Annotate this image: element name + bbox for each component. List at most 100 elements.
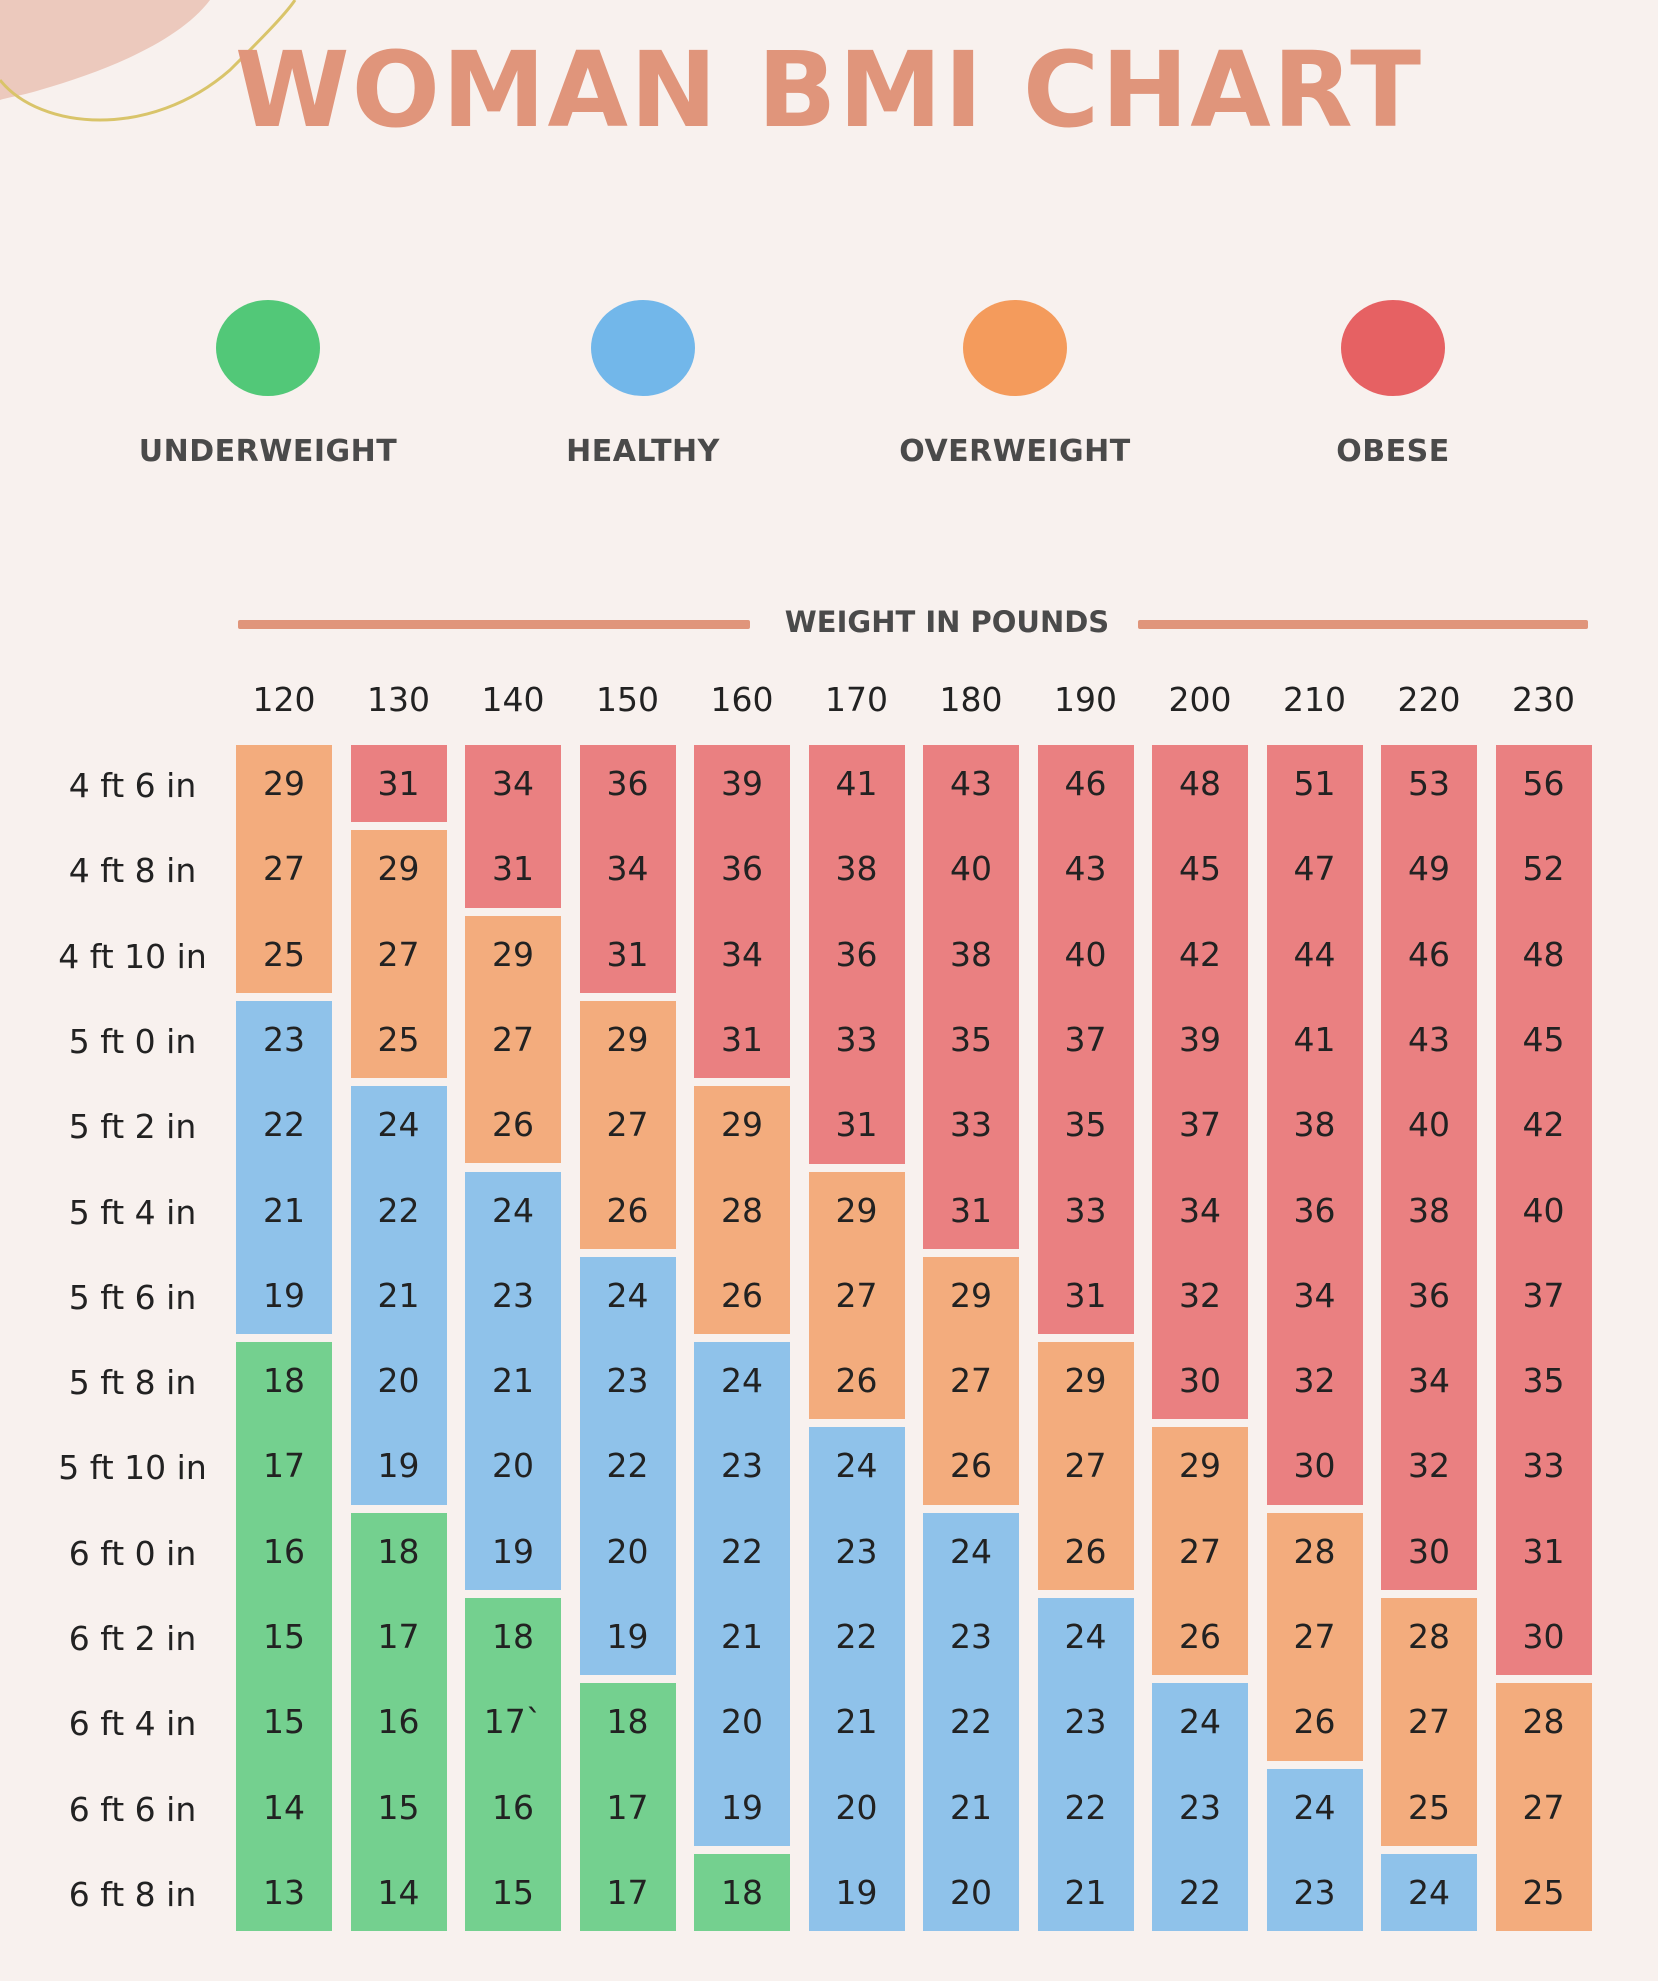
bmi-value: 26 bbox=[1293, 1702, 1336, 1742]
bmi-value: 53 bbox=[1408, 764, 1450, 803]
bmi-value: 28 bbox=[721, 1190, 763, 1230]
bmi-value: 40 bbox=[1522, 1190, 1565, 1230]
bmi-value: 48 bbox=[1179, 764, 1221, 803]
bmi-value: 22 bbox=[950, 1702, 992, 1742]
bmi-value: 27 bbox=[377, 934, 420, 974]
bmi-block-overweight bbox=[579, 1000, 676, 1249]
bmi-value: 34 bbox=[606, 849, 649, 889]
legend-label: OVERWEIGHT bbox=[899, 434, 1131, 469]
bmi-value: 43 bbox=[1408, 1019, 1450, 1059]
bmi-value: 46 bbox=[1064, 764, 1107, 803]
height-label: 5 ft 4 in bbox=[68, 1192, 197, 1232]
bmi-value: 17 bbox=[377, 1617, 420, 1656]
bmi-value: 21 bbox=[721, 1617, 763, 1656]
weight-header: 190 bbox=[1054, 680, 1117, 719]
bmi-value: 46 bbox=[1408, 934, 1450, 974]
legend-item-underweight: UNDERWEIGHT bbox=[118, 300, 418, 469]
bmi-value: 23 bbox=[492, 1275, 534, 1315]
bmi-value: 29 bbox=[377, 849, 420, 889]
bmi-value: 15 bbox=[263, 1617, 305, 1656]
bmi-value: 29 bbox=[835, 1190, 878, 1230]
weight-header: 120 bbox=[252, 680, 316, 719]
bmi-value: 37 bbox=[1179, 1105, 1221, 1145]
height-label: 6 ft 0 in bbox=[68, 1533, 197, 1573]
bmi-value: 18 bbox=[492, 1617, 534, 1656]
axis-line-left bbox=[238, 620, 750, 629]
bmi-value: 25 bbox=[1408, 1787, 1450, 1827]
page-title: WOMAN BMI CHART bbox=[234, 29, 1424, 151]
height-label: 4 ft 8 in bbox=[68, 851, 197, 891]
bmi-value: 31 bbox=[1064, 1275, 1107, 1315]
bmi-block-obese bbox=[465, 745, 561, 908]
bmi-block-obese bbox=[1037, 745, 1134, 1335]
height-label: 5 ft 8 in bbox=[68, 1363, 197, 1403]
bmi-value: 21 bbox=[835, 1702, 878, 1742]
height-label: 5 ft 10 in bbox=[58, 1448, 207, 1488]
bmi-value: 27 bbox=[492, 1019, 534, 1059]
bmi-value: 35 bbox=[1064, 1105, 1107, 1145]
bmi-block-underweight bbox=[236, 1342, 332, 1932]
bmi-block-healthy bbox=[465, 1171, 561, 1590]
axis-title: WEIGHT IN POUNDS bbox=[784, 605, 1110, 639]
bmi-value: 36 bbox=[1408, 1275, 1450, 1315]
bmi-value: 29 bbox=[721, 1105, 763, 1145]
bmi-value: 19 bbox=[377, 1446, 420, 1486]
bmi-value: 29 bbox=[1179, 1446, 1221, 1486]
bmi-value: 29 bbox=[263, 764, 305, 803]
bmi-value: 15 bbox=[492, 1872, 534, 1912]
bmi-value: 18 bbox=[377, 1531, 420, 1571]
legend-dot-obese bbox=[1341, 300, 1445, 396]
bmi-block-underweight bbox=[465, 1598, 561, 1932]
bmi-value: 21 bbox=[950, 1787, 992, 1827]
bmi-value: 26 bbox=[606, 1190, 649, 1230]
bmi-value: 16 bbox=[492, 1787, 534, 1827]
bmi-value: 18 bbox=[721, 1872, 763, 1912]
bmi-value: 40 bbox=[1408, 1105, 1450, 1145]
height-label: 4 ft 6 in bbox=[68, 766, 197, 805]
bmi-value: 26 bbox=[721, 1275, 763, 1315]
bmi-value: 27 bbox=[1064, 1446, 1107, 1486]
bmi-value: 31 bbox=[492, 849, 534, 889]
bmi-value: 17 bbox=[606, 1872, 649, 1912]
bmi-value: 22 bbox=[263, 1105, 305, 1145]
bmi-value: 52 bbox=[1522, 849, 1565, 889]
bmi-value: 31 bbox=[835, 1105, 878, 1145]
bmi-block-overweight bbox=[236, 745, 332, 993]
bmi-value: 32 bbox=[1293, 1361, 1336, 1401]
bmi-value: 27 bbox=[606, 1105, 649, 1145]
bmi-value: 19 bbox=[835, 1872, 878, 1912]
bmi-block-overweight bbox=[1152, 1427, 1248, 1676]
bmi-value: 31 bbox=[950, 1190, 992, 1230]
bmi-value: 35 bbox=[950, 1019, 992, 1059]
bmi-value: 33 bbox=[1064, 1190, 1107, 1230]
bmi-value: 36 bbox=[1293, 1190, 1336, 1230]
bmi-value: 38 bbox=[835, 849, 878, 889]
bmi-value: 51 bbox=[1293, 764, 1336, 803]
height-label: 6 ft 2 in bbox=[68, 1619, 197, 1658]
bmi-value: 45 bbox=[1522, 1019, 1565, 1059]
bmi-value: 32 bbox=[1408, 1446, 1450, 1486]
legend-dot-underweight bbox=[216, 300, 320, 396]
bmi-value: 23 bbox=[606, 1361, 649, 1401]
bmi-value: 43 bbox=[950, 764, 992, 803]
bmi-block-overweight bbox=[808, 1171, 905, 1420]
bmi-value: 25 bbox=[377, 1019, 420, 1059]
bmi-value: 16 bbox=[377, 1702, 420, 1742]
bmi-value: 17 bbox=[263, 1446, 305, 1486]
bmi-value: 23 bbox=[950, 1617, 992, 1656]
bmi-block-obese bbox=[1266, 745, 1363, 1505]
legend-label: OBESE bbox=[1336, 434, 1450, 469]
bmi-value: 34 bbox=[721, 934, 763, 974]
bmi-value: 15 bbox=[377, 1787, 420, 1827]
bmi-value: 31 bbox=[377, 764, 420, 803]
bmi-value: 35 bbox=[1522, 1361, 1565, 1401]
bmi-value: 21 bbox=[263, 1190, 305, 1230]
bmi-block-overweight bbox=[1381, 1598, 1477, 1846]
height-label: 6 ft 4 in bbox=[68, 1704, 197, 1744]
bmi-value: 19 bbox=[721, 1787, 763, 1827]
bmi-value: 27 bbox=[263, 849, 305, 889]
bmi-value: 34 bbox=[492, 764, 534, 803]
bmi-value: 19 bbox=[606, 1617, 649, 1656]
bmi-value: 36 bbox=[721, 849, 763, 889]
weight-header: 220 bbox=[1397, 680, 1461, 719]
